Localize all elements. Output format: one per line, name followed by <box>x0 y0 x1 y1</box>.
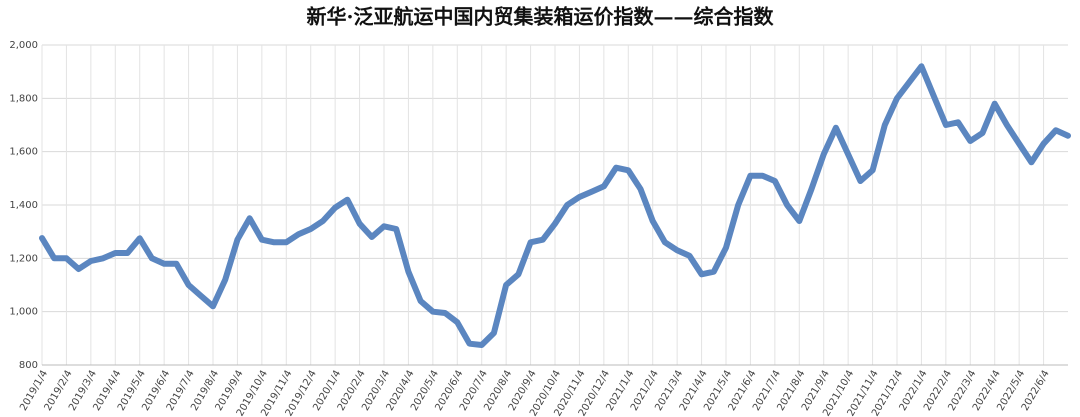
y-tick-label: 1,000 <box>9 307 38 318</box>
line <box>39 63 1071 348</box>
y-tick-label: 2,000 <box>9 40 38 51</box>
chart-title: 新华·泛亚航运中国内贸集装箱运价指数——综合指数 <box>307 5 775 29</box>
y-tick-label: 800 <box>19 360 38 371</box>
y-tick-label: 1,200 <box>9 253 38 264</box>
y-tick-label: 1,600 <box>9 147 38 158</box>
y-tick-label: 1,800 <box>9 93 38 104</box>
y-tick-label: 1,400 <box>9 200 38 211</box>
